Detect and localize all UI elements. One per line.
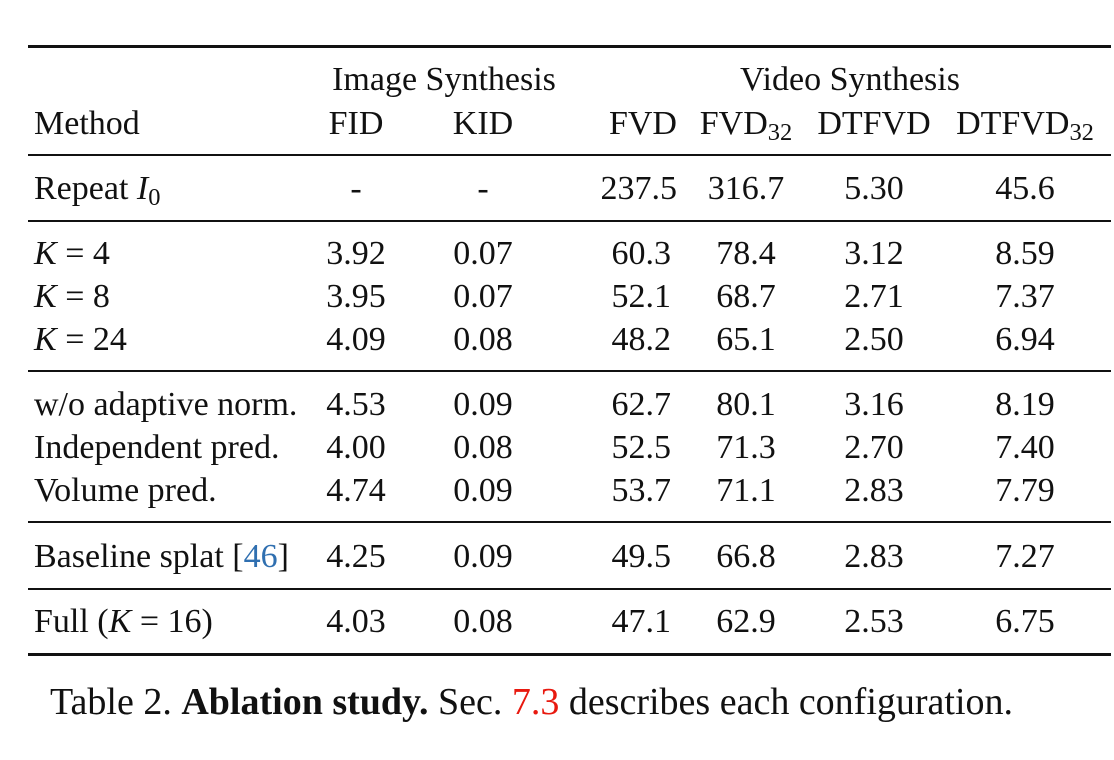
- bottom-rule: [28, 653, 1111, 656]
- table-row-dtfvd: 3.12: [844, 235, 904, 272]
- table-row-dtfvd32: 8.59: [995, 235, 1055, 272]
- table-row-dtfvd: 2.70: [844, 429, 904, 466]
- table-row-dtfvd32: 8.19: [995, 386, 1055, 423]
- table-row-method: Volume pred.: [34, 472, 217, 509]
- group-rule-2: [28, 370, 1111, 372]
- table-row-method: K = 4: [34, 235, 110, 272]
- table-row-fvd: 53.7: [611, 472, 672, 509]
- table-row-fvd: 52.1: [611, 278, 672, 315]
- dtfvd32-header: DTFVD32: [956, 105, 1094, 147]
- table-row-fid: 3.92: [326, 235, 386, 272]
- method-header: Method: [34, 105, 140, 142]
- table-row-fvd: 48.2: [611, 321, 672, 358]
- top-rule: [28, 45, 1111, 48]
- table-row-fvd: 52.5: [611, 429, 672, 466]
- table-row-dtfvd32: 7.27: [995, 538, 1055, 575]
- table-row-dtfvd32: 6.94: [995, 321, 1055, 358]
- table-row-fvd32: 78.4: [716, 235, 776, 272]
- table-row-method: K = 24: [34, 321, 127, 358]
- table-row-method: Full (K = 16): [34, 603, 213, 640]
- table-row-kid: -: [477, 170, 489, 207]
- video-synthesis-header: Video Synthesis: [740, 61, 960, 98]
- table-row-method: w/o adaptive norm.: [34, 386, 298, 423]
- table-row-kid: 0.08: [453, 603, 513, 640]
- table-row-kid: 0.09: [453, 472, 513, 509]
- table-row-method: K = 8: [34, 278, 110, 315]
- table-row-dtfvd32: 7.79: [995, 472, 1055, 509]
- kid-header: KID: [452, 105, 514, 142]
- image-synthesis-header: Image Synthesis: [332, 61, 556, 98]
- caption-text-end: describes each configuration.: [568, 681, 1014, 723]
- table-row-kid: 0.09: [453, 538, 513, 575]
- section-reference-link[interactable]: 7.3: [511, 681, 560, 723]
- fvd-header: FVD: [608, 105, 677, 142]
- table-row-fvd: 60.3: [611, 235, 672, 272]
- caption-label: Table 2.: [50, 681, 172, 723]
- table-row-dtfvd: 2.83: [844, 538, 904, 575]
- table-row-fvd: 62.7: [611, 386, 672, 423]
- table-row-fid: -: [350, 170, 362, 207]
- table-row-fid: 4.25: [326, 538, 386, 575]
- table-row-method: Repeat I0: [34, 170, 161, 212]
- group-rule-3: [28, 521, 1111, 523]
- table-row-fid: 4.74: [326, 472, 386, 509]
- table-row-kid: 0.07: [453, 278, 513, 315]
- table-row-fid: 4.53: [326, 386, 386, 423]
- group-rule-1: [28, 220, 1111, 222]
- table-row-fid: 4.03: [326, 603, 386, 640]
- fid-header: FID: [328, 105, 384, 142]
- caption-title: Ablation study.: [181, 681, 429, 723]
- table-row-dtfvd: 2.53: [844, 603, 904, 640]
- table-row-dtfvd: 2.50: [844, 321, 904, 358]
- table-row-dtfvd: 2.83: [844, 472, 904, 509]
- table-row-dtfvd32: 7.40: [995, 429, 1055, 466]
- table-row-fvd32: 68.7: [716, 278, 776, 315]
- table-row-fvd32: 71.3: [716, 429, 776, 466]
- header-rule: [28, 154, 1111, 156]
- table-row-dtfvd: 3.16: [844, 386, 904, 423]
- table-row-fvd: 237.5: [600, 170, 678, 207]
- fvd32-header: FVD32: [699, 105, 793, 147]
- table-row-kid: 0.09: [453, 386, 513, 423]
- table-row-dtfvd32: 45.6: [995, 170, 1055, 207]
- table-row-dtfvd32: 6.75: [995, 603, 1055, 640]
- table-row-fid: 4.00: [326, 429, 386, 466]
- table-row-kid: 0.07: [453, 235, 513, 272]
- table-row-fvd32: 316.7: [707, 170, 785, 207]
- table-row-dtfvd: 2.71: [844, 278, 904, 315]
- table-row-fvd32: 65.1: [716, 321, 776, 358]
- table-row-fvd: 47.1: [611, 603, 672, 640]
- table-row-fvd32: 80.1: [716, 386, 776, 423]
- dtfvd-header: DTFVD: [817, 105, 931, 142]
- table-row-method: Independent pred.: [34, 429, 280, 466]
- table-row-fvd32: 71.1: [716, 472, 776, 509]
- table-row-kid: 0.08: [453, 429, 513, 466]
- caption-text: Sec.: [437, 681, 503, 723]
- table-caption: Table 2. Ablation study. Sec. 7.3 descri…: [50, 680, 1114, 724]
- table-row-fvd32: 66.8: [716, 538, 776, 575]
- table-row-kid: 0.08: [453, 321, 513, 358]
- citation-link[interactable]: 46: [243, 538, 278, 575]
- group-rule-4: [28, 588, 1111, 590]
- table-row-method: Baseline splat [46]: [34, 538, 289, 575]
- table-row-dtfvd32: 7.37: [995, 278, 1055, 315]
- table-row-fvd: 49.5: [611, 538, 672, 575]
- table-row-dtfvd: 5.30: [844, 170, 904, 207]
- table-row-fid: 4.09: [326, 321, 386, 358]
- table-row-fid: 3.95: [326, 278, 386, 315]
- table-row-fvd32: 62.9: [716, 603, 776, 640]
